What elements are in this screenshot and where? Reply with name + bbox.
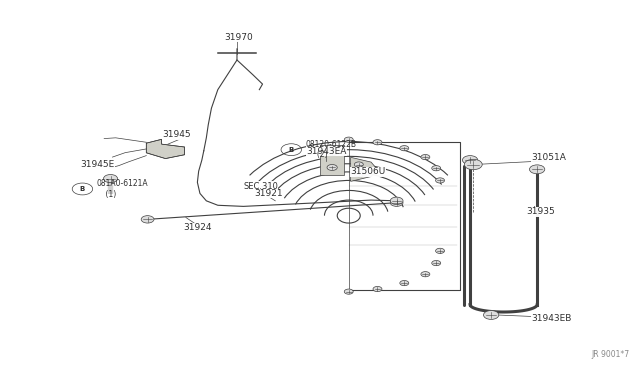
Text: 31970: 31970 — [225, 33, 253, 42]
Text: 31051A: 31051A — [531, 153, 566, 161]
Circle shape — [355, 171, 364, 177]
Circle shape — [141, 216, 154, 223]
Polygon shape — [147, 139, 184, 158]
Text: B: B — [80, 186, 85, 192]
Text: SEC.310: SEC.310 — [243, 182, 278, 190]
Text: 31924: 31924 — [183, 223, 212, 232]
Text: 08120-6122B
     (2): 08120-6122B (2) — [305, 140, 356, 159]
Circle shape — [432, 260, 441, 266]
Circle shape — [390, 199, 403, 206]
Circle shape — [400, 280, 409, 286]
Polygon shape — [351, 157, 377, 182]
Circle shape — [104, 174, 118, 183]
Circle shape — [436, 248, 445, 253]
Text: 31506U: 31506U — [350, 167, 385, 176]
Circle shape — [327, 150, 337, 155]
Text: 31943EB: 31943EB — [531, 314, 572, 323]
Circle shape — [432, 166, 441, 171]
Text: B: B — [289, 147, 294, 153]
Text: 081A0-6121A
    (1): 081A0-6121A (1) — [97, 179, 148, 199]
Circle shape — [355, 162, 364, 167]
Text: 31935: 31935 — [526, 208, 555, 217]
Circle shape — [436, 178, 445, 183]
Circle shape — [483, 311, 499, 320]
Circle shape — [344, 289, 353, 294]
Circle shape — [400, 145, 409, 151]
Text: 31945: 31945 — [162, 130, 191, 140]
Circle shape — [421, 272, 430, 277]
Text: 31943EA: 31943EA — [306, 147, 347, 155]
Text: 31921: 31921 — [255, 189, 284, 198]
Circle shape — [373, 286, 382, 292]
Circle shape — [529, 165, 545, 174]
Bar — [320, 145, 344, 175]
Circle shape — [327, 164, 337, 170]
Text: JR 9001*7: JR 9001*7 — [591, 350, 630, 359]
Circle shape — [465, 159, 482, 170]
Circle shape — [463, 155, 477, 164]
Circle shape — [390, 197, 403, 205]
Circle shape — [344, 137, 353, 142]
Circle shape — [373, 140, 382, 145]
Circle shape — [421, 154, 430, 160]
Text: 31945E: 31945E — [81, 160, 115, 169]
